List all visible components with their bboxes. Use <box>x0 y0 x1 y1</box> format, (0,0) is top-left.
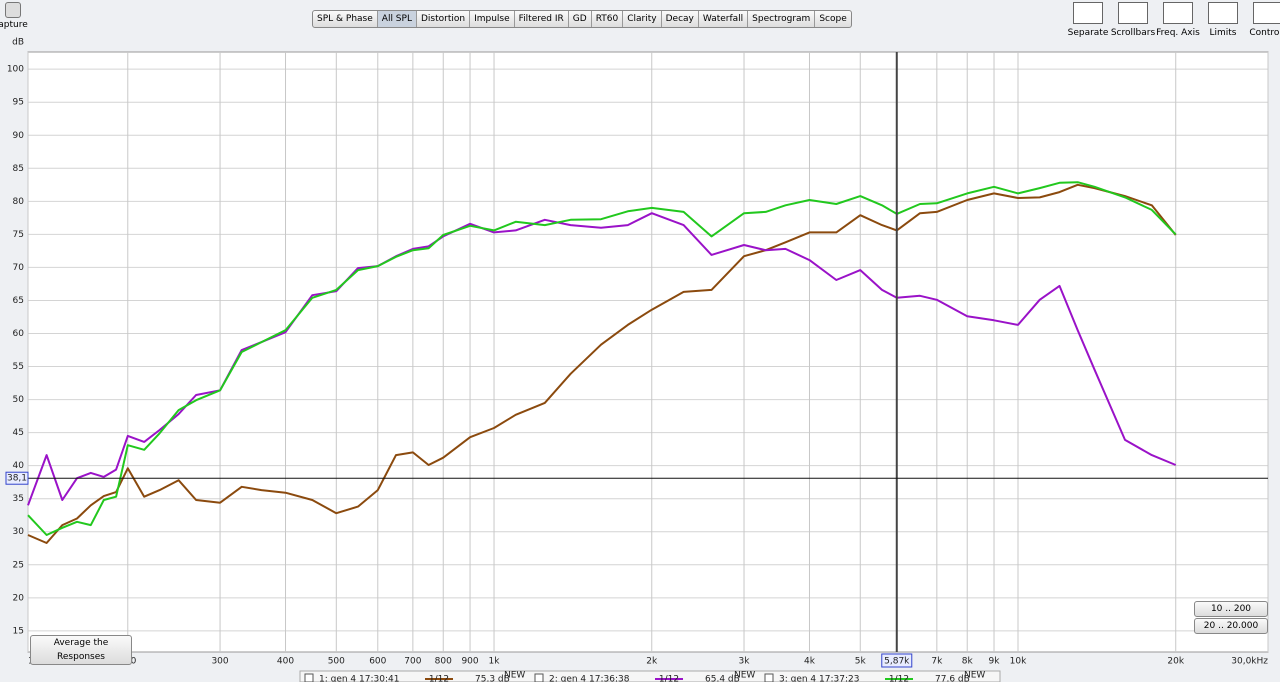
x-tick-label: 700 <box>404 657 421 667</box>
tab[interactable]: Scope <box>819 14 847 24</box>
x-tick-label: 500 <box>328 657 345 667</box>
tab[interactable]: Waterfall <box>699 11 749 27</box>
plot-area <box>27 51 1269 653</box>
control-button[interactable]: Limits <box>1197 0 1249 38</box>
x-tick-label: 8k <box>962 657 974 667</box>
tab[interactable]: All SPL <box>377 11 417 27</box>
cursor-box <box>881 653 913 668</box>
y-tick-label: 55 <box>13 362 24 372</box>
y-tick-label: 20 <box>13 593 25 603</box>
average-button[interactable]: Average the Responses <box>30 635 132 665</box>
control-label: Separate <box>1067 28 1109 38</box>
x-tick-label: 1k <box>489 657 501 667</box>
control-label: Scrollbars <box>1110 28 1156 38</box>
cursor-label: 38,1 <box>7 474 27 484</box>
y-tick-label: 15 <box>13 626 24 636</box>
control-icon <box>1208 2 1238 24</box>
legend-checkbox <box>304 673 314 682</box>
legend-bar <box>299 670 1001 682</box>
y-tick-label: 85 <box>13 164 24 174</box>
cursor-box <box>5 471 29 485</box>
legend-name: 2: gen 4 17:36:38 <box>549 675 630 682</box>
y-tick-label: 50 <box>13 395 25 405</box>
x-tick-label: 3k <box>739 657 751 667</box>
capture-label: apture <box>0 20 28 30</box>
control-label: Limits <box>1209 28 1237 38</box>
range-button[interactable]: 10 .. 200 <box>1194 601 1268 617</box>
control-button[interactable]: Controls <box>1242 0 1280 38</box>
legend-checkbox <box>534 673 544 682</box>
cursor-label: 5,87k <box>884 657 910 667</box>
x-tick-label: 10k <box>1010 657 1027 667</box>
control-label: Controls <box>1249 28 1280 38</box>
x-tick-label: 5k <box>855 657 867 667</box>
response-curve <box>27 181 1177 536</box>
tab[interactable]: Clarity <box>623 11 662 27</box>
control-button[interactable]: Separate <box>1062 0 1114 38</box>
y-tick-label: 40 <box>13 461 25 471</box>
tab[interactable]: Decay <box>662 11 699 27</box>
y-tick-label: 60 <box>13 329 25 339</box>
tab[interactable]: GD <box>569 11 592 27</box>
x-tick-label: 800 <box>435 657 452 667</box>
y-tick-label: 100 <box>7 65 24 75</box>
control-icon <box>1253 2 1280 24</box>
y-tick-label: 30 <box>13 527 25 537</box>
y-tick-label: 75 <box>13 230 24 240</box>
y-tick-label: 95 <box>13 98 24 108</box>
control-button[interactable]: Scrollbars <box>1107 0 1159 38</box>
legend-name: 1: gen 4 17:30:41 <box>319 675 399 682</box>
y-axis-label: dB <box>12 38 24 48</box>
tab[interactable]: SPL & Phase <box>313 11 378 27</box>
response-curve <box>27 212 1177 506</box>
y-tick-label: 70 <box>13 263 25 273</box>
x-tick-label: 4k <box>804 657 816 667</box>
response-curve <box>27 183 1177 544</box>
tab[interactable]: Distortion <box>417 11 471 27</box>
x-tick-label: 7k <box>931 657 943 667</box>
x-tick-label: 20k <box>1167 657 1184 667</box>
x-tick-label: 900 <box>461 657 478 667</box>
y-tick-label: 90 <box>13 131 25 141</box>
x-tick-label: 9k <box>989 657 1001 667</box>
legend-level: 75.3 dB <box>475 675 510 682</box>
control-label: Freq. Axis <box>1156 28 1200 38</box>
legend-smoothing: 1/12 <box>429 675 449 682</box>
legend-smoothing: 1/12 <box>889 675 909 682</box>
tab[interactable]: Filtered IR <box>515 11 569 27</box>
x-tick-label: 400 <box>277 657 294 667</box>
y-tick-label: 80 <box>13 197 25 207</box>
legend-smoothing: 1/12 <box>659 675 679 682</box>
tab[interactable]: Impulse <box>470 11 515 27</box>
legend-badge: NEW <box>964 671 985 681</box>
legend-level: 77.6 dB <box>935 675 970 682</box>
y-tick-label: 35 <box>13 494 24 504</box>
y-tick-label: 45 <box>13 428 24 438</box>
control-icon <box>1118 2 1148 24</box>
y-tick-label: 25 <box>13 560 24 570</box>
legend-badge: NEW <box>504 671 525 681</box>
legend-badge: NEW <box>734 671 755 681</box>
legend-name: 3: gen 4 17:37:23 <box>779 675 859 682</box>
legend-level: 65.4 dB <box>705 675 740 682</box>
range-button[interactable]: 20 .. 20.000 <box>1194 618 1268 634</box>
control-button[interactable]: Freq. Axis <box>1152 0 1204 38</box>
tab-bar: SPL & Phase All SPL Distortion Impulse Filte… <box>312 10 852 28</box>
tab[interactable]: Spectrogram <box>748 11 816 27</box>
control-icon <box>1073 2 1103 24</box>
y-tick-label: 65 <box>13 296 24 306</box>
tab[interactable]: RT60 <box>592 11 624 27</box>
legend-checkbox <box>764 673 774 682</box>
x-tick-label: 300 <box>211 657 228 667</box>
control-icon <box>1163 2 1193 24</box>
x-tick-label: 30,0kHz <box>1231 657 1268 667</box>
x-tick-label: 2k <box>646 657 658 667</box>
capture-button[interactable]: apture <box>0 0 28 30</box>
x-tick-label: 600 <box>369 657 386 667</box>
